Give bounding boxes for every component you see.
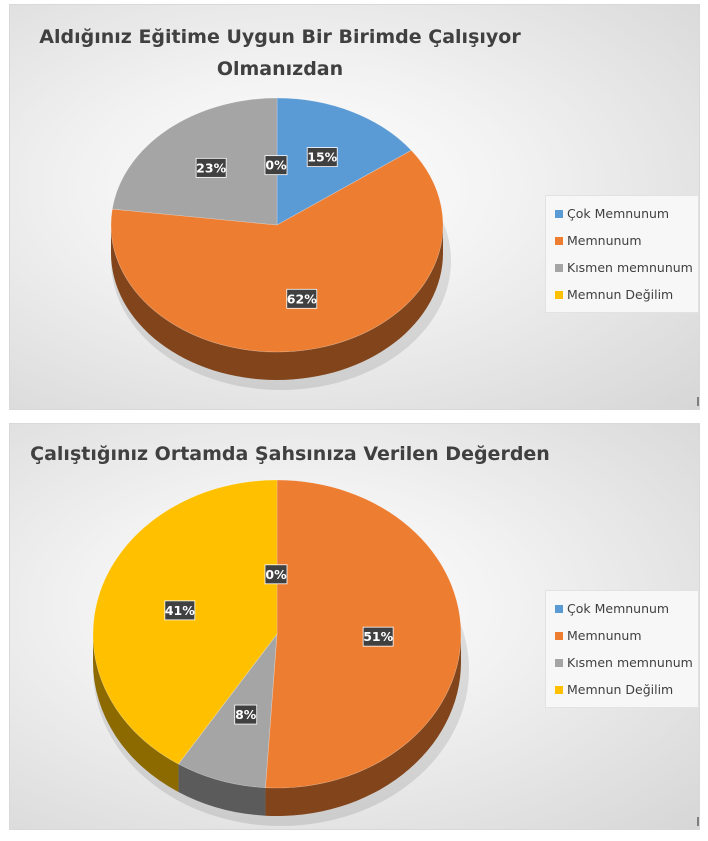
- data-label-box: [306, 147, 338, 168]
- chart-panel-1: Aldığınız Eğitime Uygun Bir Birimde Çalı…: [9, 4, 700, 410]
- data-label-text: 23%: [196, 160, 226, 175]
- pie-slice-cok-memnunum: [276, 97, 412, 226]
- data-label-box: [234, 704, 258, 725]
- legend: Çok Memnunum Memnunum Kısmen memnunum Me…: [545, 590, 699, 708]
- legend: Çok Memnunum Memnunum Kısmen memnunum Me…: [545, 195, 699, 313]
- legend-swatch: [555, 263, 563, 272]
- chart-title-line-1: Aldığınız Eğitime Uygun Bir Birimde Çalı…: [39, 26, 521, 48]
- legend-label: Memnunum: [567, 628, 642, 643]
- data-label-box: [264, 155, 288, 176]
- pie-side-memnunum: [265, 634, 461, 816]
- chart-title-line-1: Çalıştığınız Ortamda Şahsınıza Verilen D…: [30, 443, 550, 465]
- legend-label: Çok Memnunum: [567, 206, 670, 221]
- data-label-kismen-memnunum: 8%: [234, 704, 258, 725]
- data-label-box: [264, 564, 288, 585]
- legend-label: Çok Memnunum: [567, 601, 670, 616]
- data-label-text: 8%: [235, 707, 257, 722]
- legend-swatch: [555, 631, 563, 640]
- data-label-text: 62%: [287, 291, 317, 306]
- chart-title-line-2: Olmanızdan: [216, 58, 344, 80]
- data-label-text: 51%: [363, 629, 393, 644]
- legend-item-memnunum: Memnunum: [546, 227, 698, 254]
- legend-item-kismen-memnunum: Kısmen memnunum: [546, 254, 698, 281]
- legend-label: Kısmen memnunum: [567, 655, 693, 670]
- legend-item-cok-memnunum: Çok Memnunum: [546, 595, 698, 622]
- pie-slice-kismen-memnunum: [111, 97, 278, 226]
- pie-slice-memnun-degilim: [92, 479, 278, 765]
- pie-slice-kismen-memnunum: [177, 633, 278, 789]
- legend-swatch: [555, 604, 563, 613]
- legend-swatch: [555, 290, 563, 299]
- data-label-cok-memnunum: 0%: [264, 564, 288, 585]
- pie-side-memnun-degilim: [93, 634, 179, 793]
- legend-item-kismen-memnunum: Kısmen memnunum: [546, 649, 698, 676]
- legend-label: Memnun Değilim: [567, 682, 674, 697]
- pie-chart-1: 15% 62% 23% 0%: [110, 97, 451, 390]
- data-label-memnun-degilim: 0%: [264, 155, 288, 176]
- data-label-memnunum: 51%: [362, 626, 394, 647]
- legend-label: Memnun Değilim: [567, 287, 674, 302]
- legend-swatch: [555, 236, 563, 245]
- data-label-memnunum: 62%: [286, 288, 318, 309]
- data-label-text: 15%: [307, 150, 337, 165]
- data-label-memnun-degilim: 41%: [164, 600, 196, 621]
- data-label-text: 41%: [165, 603, 195, 618]
- legend-label: Kısmen memnunum: [567, 260, 693, 275]
- legend-swatch: [555, 209, 563, 218]
- legend-swatch: [555, 685, 563, 694]
- legend-item-memnunum: Memnunum: [546, 622, 698, 649]
- resize-handle[interactable]: [697, 397, 699, 406]
- chart-panel-2: Çalıştığınız Ortamda Şahsınıza Verilen D…: [9, 423, 700, 830]
- data-label-box: [195, 157, 227, 178]
- legend-label: Memnunum: [567, 233, 642, 248]
- legend-item-memnun-degilim: Memnun Değilim: [546, 281, 698, 308]
- pie-slice-memnunum: [110, 149, 444, 353]
- legend-item-memnun-degilim: Memnun Değilim: [546, 676, 698, 703]
- pie-side-memnunum: [111, 225, 443, 380]
- data-label-text: 0%: [265, 567, 287, 582]
- data-label-box: [164, 600, 196, 621]
- data-label-text: 0%: [265, 158, 287, 173]
- legend-item-cok-memnunum: Çok Memnunum: [546, 200, 698, 227]
- chart-title: Çalıştığınız Ortamda Şahsınıza Verilen D…: [10, 438, 570, 470]
- legend-swatch: [555, 658, 563, 667]
- data-label-box: [286, 288, 318, 309]
- resize-handle[interactable]: [697, 817, 699, 826]
- chart-title: Aldığınız Eğitime Uygun Bir Birimde Çalı…: [10, 21, 550, 85]
- data-label-box: [362, 626, 394, 647]
- pie-side-kismen-memnunum: [178, 764, 266, 816]
- data-label-cok-memnunum: 15%: [306, 147, 338, 168]
- data-label-kismen-memnunum: 23%: [195, 157, 227, 178]
- pie-chart-2: 0% 51% 8% 41%: [92, 479, 469, 826]
